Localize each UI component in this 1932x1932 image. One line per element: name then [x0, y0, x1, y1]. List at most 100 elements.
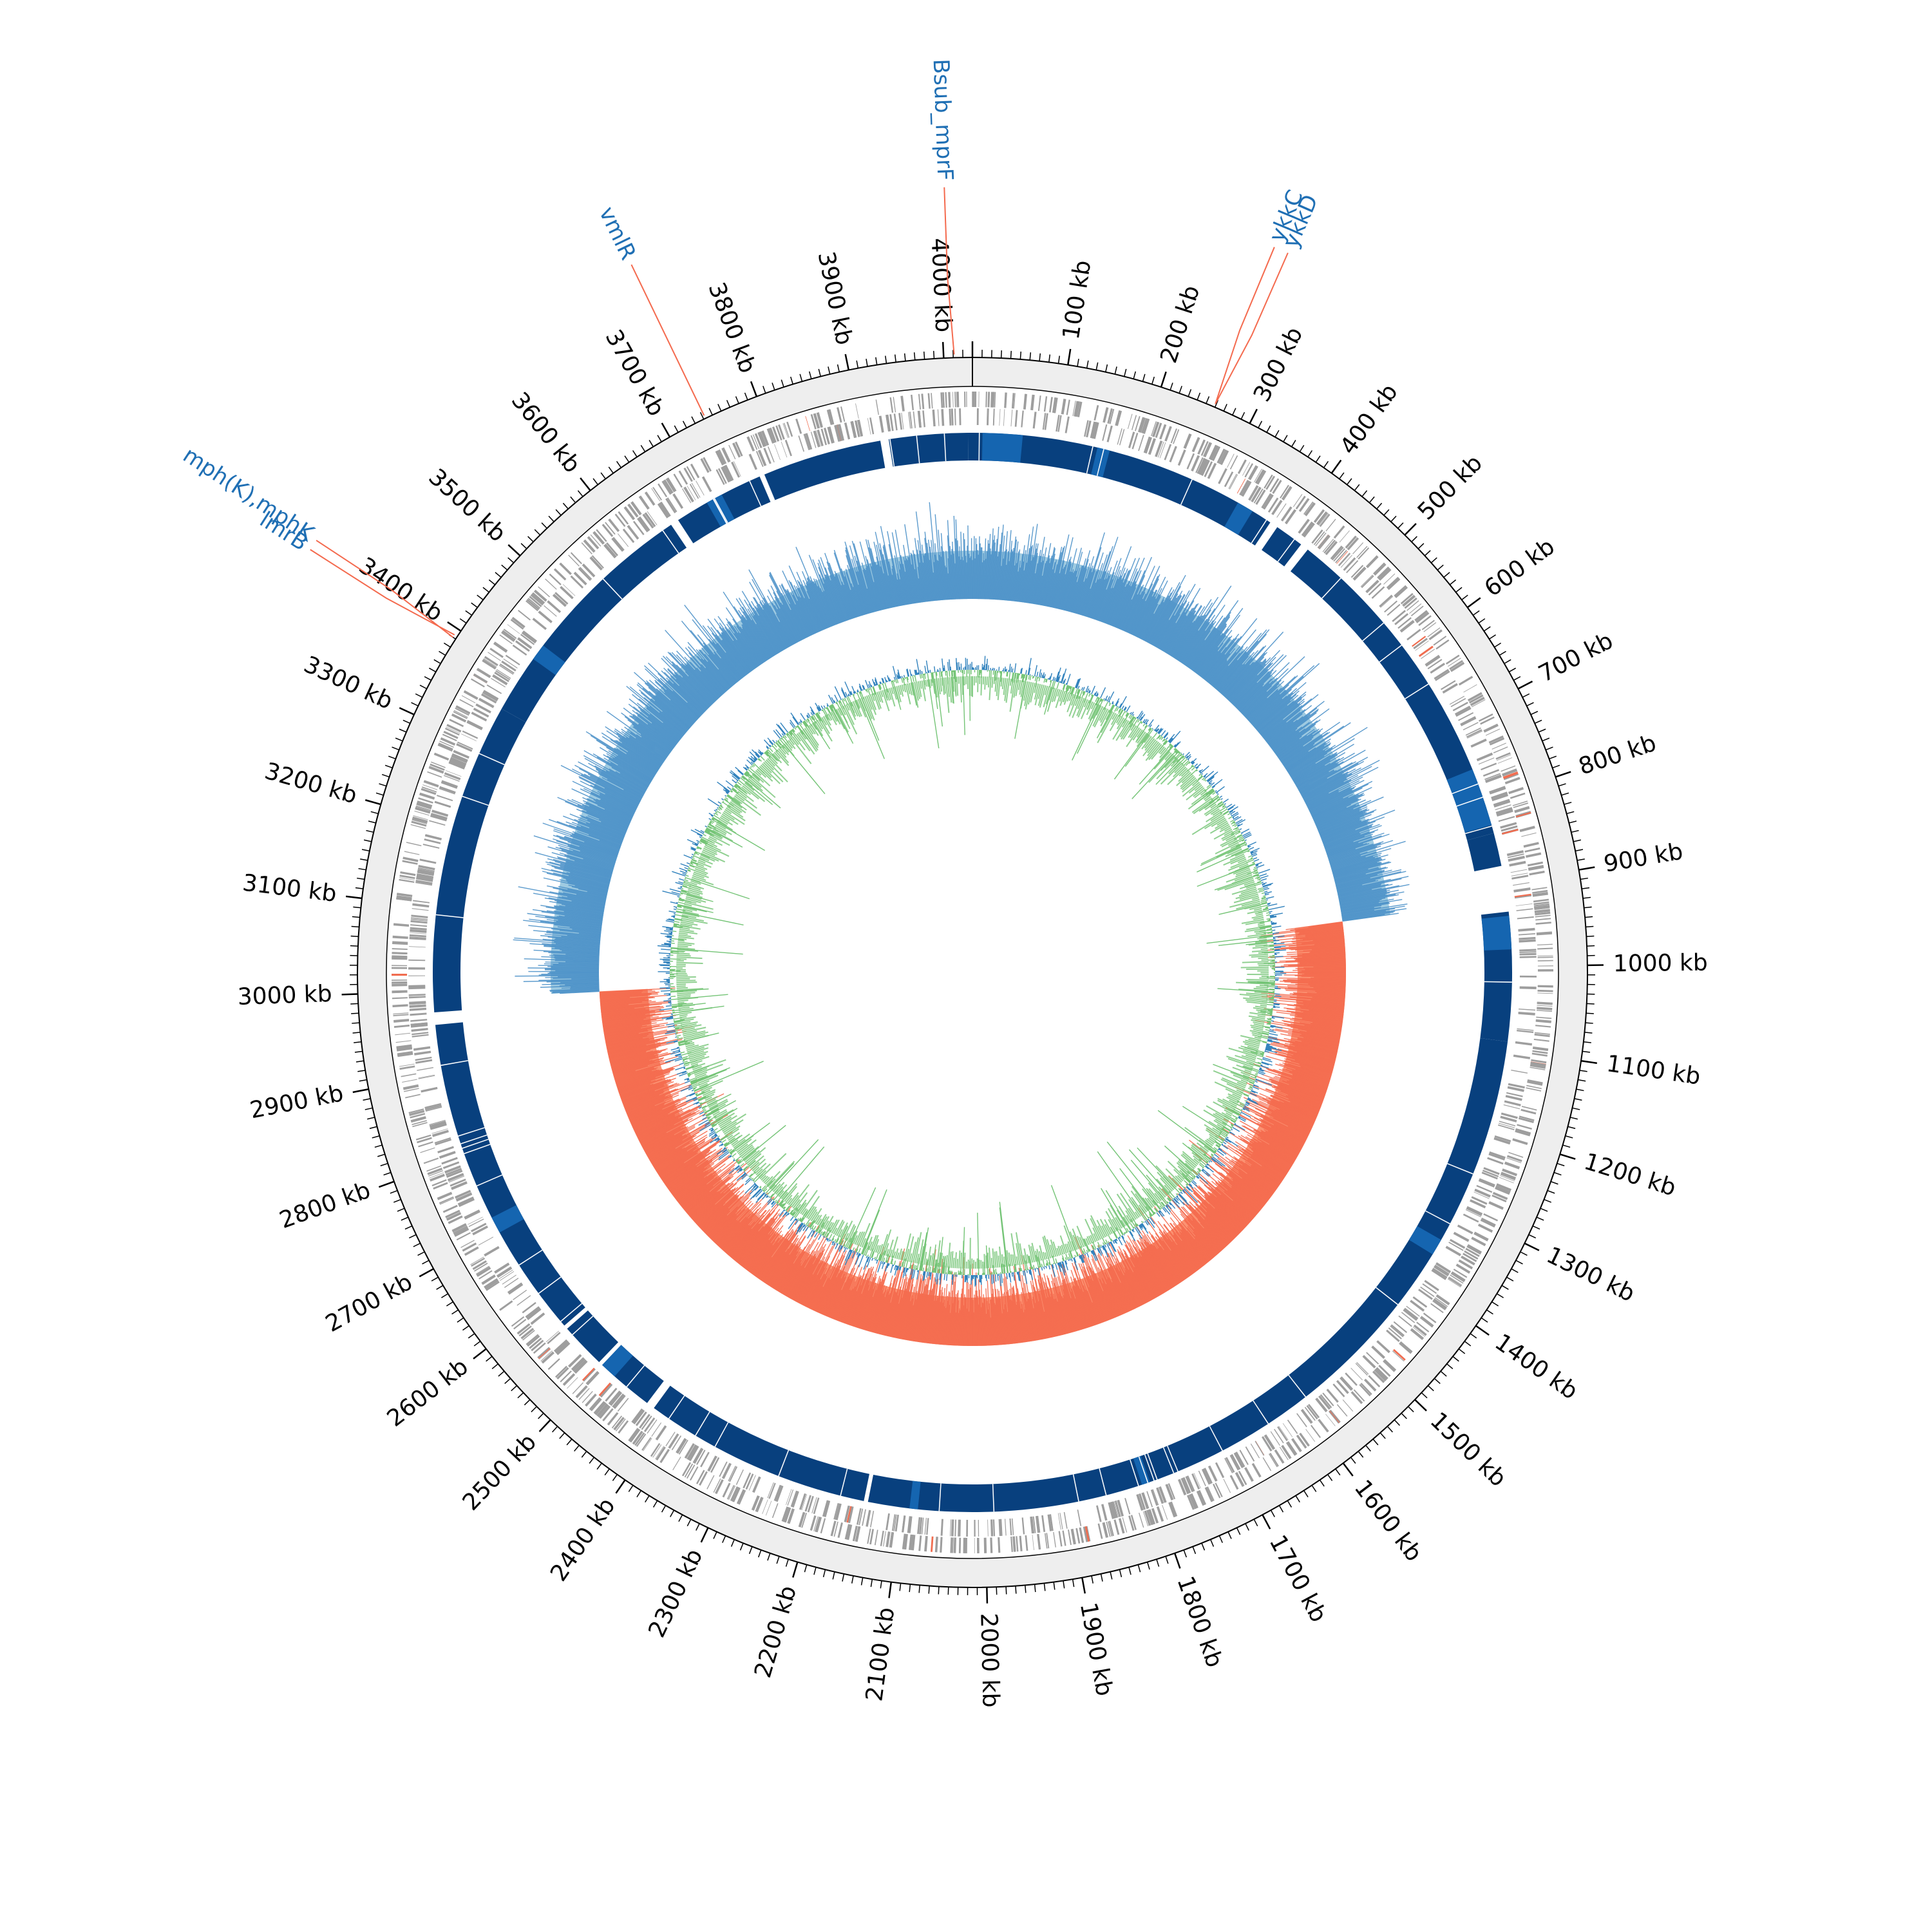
gene-feature [1186, 453, 1195, 469]
gene-feature [499, 664, 515, 674]
gene-feature [406, 842, 422, 846]
gene-feature [1506, 1157, 1522, 1164]
gene-feature [1517, 1028, 1534, 1031]
minor-tick [1564, 802, 1572, 805]
gene-feature [1511, 1069, 1528, 1074]
gc-skew-bar [1109, 586, 1126, 625]
gene-feature [668, 1434, 679, 1449]
gc-skew-bar [1023, 546, 1032, 603]
gene-feature [823, 428, 830, 445]
gene-feature [410, 927, 427, 931]
gc-skew-bar [1012, 551, 1019, 601]
gene-feature [754, 433, 762, 449]
gene-feature [497, 1267, 512, 1278]
minor-tick [1506, 1276, 1514, 1282]
homology-block [1290, 549, 1494, 840]
gene-feature [889, 414, 893, 431]
gene-feature [1400, 592, 1414, 605]
gene-feature [400, 872, 416, 876]
major-tick [378, 1180, 395, 1188]
gc-skew-bar [976, 550, 978, 600]
gene-feature [1286, 1441, 1298, 1455]
gene-feature [1118, 1518, 1125, 1534]
gene-feature [1117, 1499, 1124, 1517]
gene-feature [1519, 956, 1537, 958]
gc-skew-bar [1069, 565, 1083, 612]
gene-feature [813, 1497, 820, 1515]
gene-feature [418, 1075, 435, 1079]
gene-feature [1332, 1383, 1345, 1397]
gene-feature [418, 1074, 435, 1079]
gene-feature [1090, 421, 1097, 439]
gene-feature [1157, 1506, 1164, 1522]
gc-skew-bar [986, 544, 990, 600]
gene-feature [1358, 547, 1370, 560]
major-tick [1578, 866, 1595, 871]
gc-skew-bar [1045, 562, 1056, 607]
gene-feature [415, 807, 431, 813]
gene-feature [735, 441, 743, 457]
gene-feature [1529, 871, 1545, 876]
block-gap [1253, 1400, 1269, 1425]
minor-tick [1576, 1088, 1584, 1092]
gene-feature [412, 1122, 428, 1128]
gene-feature [1329, 1410, 1341, 1423]
gc-skew-bar [980, 547, 983, 600]
gene-feature [1356, 1361, 1369, 1375]
gene-feature [1465, 727, 1481, 736]
gene-feature [722, 1463, 732, 1479]
gene-feature [478, 1236, 494, 1245]
gene-feature [823, 1500, 831, 1517]
gene-feature [1533, 901, 1549, 905]
gene-feature [1514, 806, 1530, 812]
minor-tick [428, 667, 437, 672]
gc-skew-bar [1066, 576, 1077, 612]
gene-feature [456, 1232, 471, 1241]
gene-feature [1526, 1087, 1542, 1092]
gene-feature [1501, 1113, 1518, 1119]
gene-feature [1449, 1238, 1466, 1249]
gene-feature [1433, 1298, 1448, 1309]
homology-block [867, 1447, 1174, 1512]
gene-feature [1115, 1501, 1121, 1517]
gene-feature [1103, 1522, 1108, 1538]
gene-feature [618, 511, 629, 525]
gene-feature [515, 640, 530, 652]
gene-feature [482, 690, 499, 701]
gene-feature [1333, 548, 1345, 562]
gene-feature [410, 1113, 426, 1119]
gene-feature [1281, 1444, 1292, 1459]
gene-feature [867, 1528, 871, 1544]
gene-feature [1207, 462, 1217, 479]
gene-feature [1531, 1053, 1548, 1057]
gene-feature [990, 1537, 993, 1553]
gene-feature [1254, 468, 1262, 483]
gc-skew-bar [996, 544, 1001, 600]
gene-feature [410, 1025, 428, 1028]
gene-feature [408, 1108, 424, 1114]
gene-feature [405, 1094, 421, 1099]
gene-feature [445, 1168, 462, 1176]
gene-feature [757, 450, 766, 466]
minor-tick [1565, 1135, 1573, 1139]
gene-feature [545, 578, 557, 590]
gc-skew-bar [1045, 569, 1054, 607]
gene-feature [554, 592, 569, 605]
gene-feature [1501, 828, 1519, 835]
gene-feature [1447, 1278, 1461, 1288]
block-gap [572, 1316, 594, 1336]
gene-feature [690, 464, 700, 478]
gene-feature [921, 1517, 924, 1535]
gene-feature [1248, 465, 1257, 480]
gene-feature [1415, 640, 1429, 651]
gene-feature [990, 392, 994, 408]
gene-feature [455, 707, 469, 716]
block-gap [1362, 622, 1385, 641]
gene-feature [1298, 518, 1310, 534]
gene-feature [1170, 428, 1177, 444]
minor-tick [1470, 1333, 1477, 1339]
gene-feature [1423, 622, 1437, 632]
gene-feature [1387, 603, 1401, 616]
gene-feature [410, 824, 426, 829]
minor-tick [357, 1070, 366, 1072]
